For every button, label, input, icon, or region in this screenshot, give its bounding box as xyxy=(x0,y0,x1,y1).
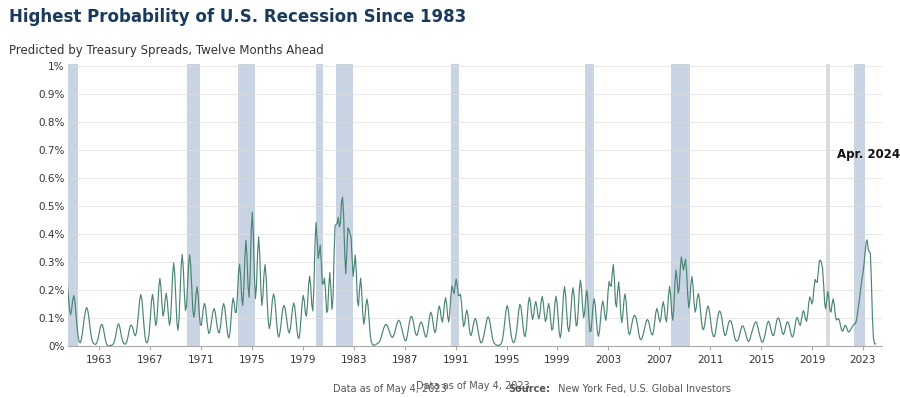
Bar xyxy=(451,64,460,346)
Bar xyxy=(854,64,866,346)
Bar xyxy=(670,64,689,346)
Bar xyxy=(187,64,200,346)
Text: Apr. 2024: 68%: Apr. 2024: 68% xyxy=(838,148,900,161)
Text: New York Fed, U.S. Global Investors: New York Fed, U.S. Global Investors xyxy=(555,384,731,394)
Text: Highest Probability of U.S. Recession Since 1983: Highest Probability of U.S. Recession Si… xyxy=(9,8,466,26)
Bar xyxy=(238,64,255,346)
Text: Predicted by Treasury Spreads, Twelve Months Ahead: Predicted by Treasury Spreads, Twelve Mo… xyxy=(9,44,324,57)
Text: Source:: Source: xyxy=(508,384,551,394)
Bar xyxy=(586,64,594,346)
Bar xyxy=(68,64,77,346)
Text: Data as of May 4, 2023: Data as of May 4, 2023 xyxy=(333,384,450,394)
Bar xyxy=(336,64,353,346)
Bar xyxy=(316,64,323,346)
Bar xyxy=(826,64,830,346)
Text: Data as of May 4, 2023: Data as of May 4, 2023 xyxy=(417,381,533,392)
